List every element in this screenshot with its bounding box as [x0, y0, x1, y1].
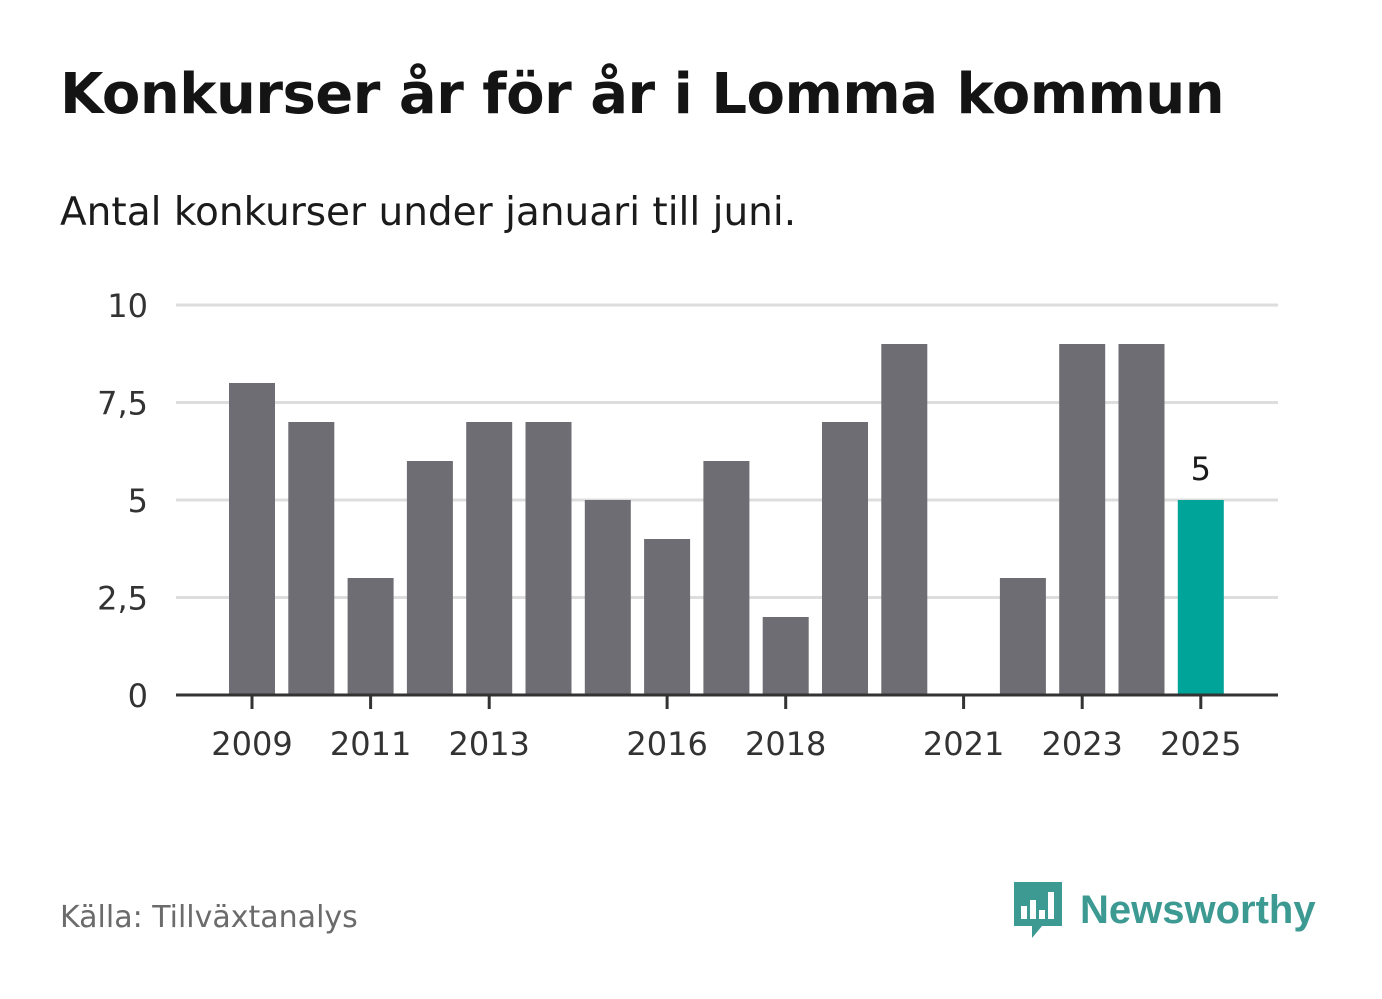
bar-2013 — [466, 422, 513, 695]
bar-2018 — [762, 617, 809, 695]
bar-2025 — [1177, 500, 1224, 695]
y-tick-label: 7,5 — [97, 385, 148, 423]
chart-subtitle: Antal konkurser under januari till juni. — [60, 190, 797, 235]
x-axis-labels: 2009 2011 2013 2016 2018 2021 2023 2025 — [211, 725, 1241, 763]
bar-2014 — [525, 422, 572, 695]
x-tick-label: 2009 — [211, 725, 292, 763]
bar-2022 — [999, 578, 1046, 695]
bar-2023 — [1059, 344, 1106, 695]
bar-2009 — [229, 383, 275, 695]
bar-2024 — [1118, 344, 1165, 695]
x-axis — [176, 693, 1278, 709]
x-tick-label: 2018 — [745, 725, 826, 763]
y-tick-label: 0 — [128, 677, 148, 715]
newsworthy-logo-icon — [1014, 882, 1062, 938]
bars — [229, 344, 1224, 695]
brand-logo: Newsworthy — [1012, 880, 1316, 940]
x-tick-label: 2013 — [448, 725, 529, 763]
x-tick-label: 2011 — [330, 725, 411, 763]
source-note: Källa: Tillväxtanalys — [60, 900, 358, 935]
bar-2015 — [584, 500, 631, 695]
bar-2012 — [406, 461, 453, 695]
data-label: 5 — [1191, 450, 1211, 488]
bar-2019 — [822, 422, 868, 695]
data-labels: 5 — [1191, 450, 1211, 488]
x-tick-label: 2025 — [1160, 725, 1241, 763]
bar-2017 — [703, 461, 750, 695]
bar-2011 — [347, 578, 394, 695]
x-tick-label: 2021 — [923, 725, 1004, 763]
bar-chart: 02,557,510 2009 2011 2013 2016 2018 2021 2023 2… — [97, 287, 1278, 763]
y-tick-label: 2,5 — [97, 580, 148, 618]
x-tick-label: 2023 — [1041, 725, 1122, 763]
brand-name: Newsworthy — [1080, 887, 1316, 932]
chart-title: Konkurser år för år i Lomma kommun — [60, 62, 1225, 127]
y-axis-labels: 0 2,5 5 7,5 10 — [97, 287, 148, 715]
x-tick-label: 2016 — [626, 725, 707, 763]
bar-2020 — [881, 344, 928, 695]
y-tick-label: 5 — [128, 482, 148, 520]
bar-2016 — [644, 539, 691, 695]
y-tick-label: 10 — [107, 287, 148, 325]
bar-2010 — [288, 422, 335, 695]
